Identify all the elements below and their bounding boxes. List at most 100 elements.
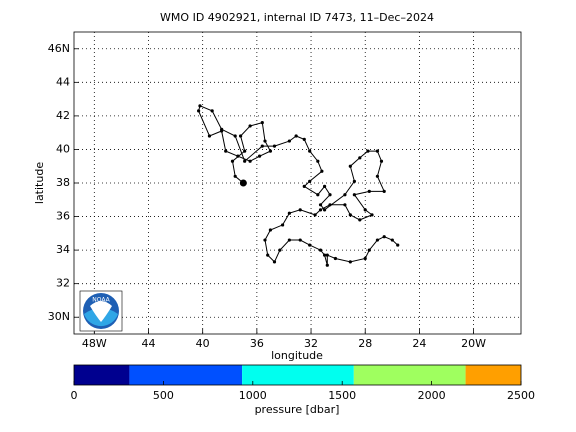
trajectory-point xyxy=(197,109,201,113)
colorbar-tick-label: 500 xyxy=(153,389,174,402)
x-tick-label: 36 xyxy=(250,337,264,350)
chart-title: WMO ID 4902921, internal ID 7473, 11–Dec… xyxy=(160,11,434,24)
trajectory-point xyxy=(333,256,338,261)
trajectory-point xyxy=(272,260,277,264)
trajectory-point xyxy=(322,253,327,257)
trajectory-point xyxy=(363,208,367,212)
colorbar-label: pressure [dbar] xyxy=(255,403,340,416)
trajectory-point xyxy=(358,156,362,160)
trajectory-point xyxy=(198,104,202,108)
plot-area xyxy=(73,31,522,335)
trajectory-point xyxy=(248,124,252,128)
trajectory-point xyxy=(325,253,329,257)
trajectory-point xyxy=(298,208,302,212)
y-tick-label: 34 xyxy=(56,243,70,256)
y-tick-label: 40 xyxy=(56,142,70,155)
trajectory-point xyxy=(328,203,332,207)
trajectory-point xyxy=(352,193,356,197)
colorbar-segment xyxy=(74,365,130,385)
trajectory-point xyxy=(348,260,352,264)
trajectory-point xyxy=(308,149,312,153)
trajectory-point xyxy=(396,243,400,247)
colorbar-tick-label: 1500 xyxy=(328,389,356,402)
trajectory-point xyxy=(207,134,212,138)
colorbar-frame xyxy=(73,364,522,386)
trajectory-point xyxy=(294,134,298,138)
trajectory-point xyxy=(322,184,327,188)
trajectory-point xyxy=(287,211,291,215)
trajectory-point xyxy=(243,149,247,153)
trajectory-point xyxy=(233,174,237,178)
x-tick-label: 28 xyxy=(358,337,372,350)
trajectory-point xyxy=(308,179,312,183)
trajectory-point xyxy=(375,174,380,178)
x-tick-label: 24 xyxy=(412,337,426,350)
y-tick-label: 44 xyxy=(56,75,70,88)
trajectory-point xyxy=(382,235,386,239)
trajectory-point xyxy=(316,159,320,163)
trajectory-point xyxy=(358,218,362,222)
trajectory-point xyxy=(348,213,352,217)
trajectory-point xyxy=(278,248,282,252)
trajectory-point xyxy=(328,193,332,197)
colorbar-segment xyxy=(465,365,521,385)
y-tick-label: 38 xyxy=(56,176,70,189)
trajectory-point xyxy=(343,193,347,197)
x-tick-label: 32 xyxy=(304,337,318,350)
trajectory-point xyxy=(375,149,380,153)
trajectory-point xyxy=(260,121,264,125)
x-tick-label: 20W xyxy=(461,337,486,350)
trajectory-point xyxy=(352,179,356,183)
trajectory-point xyxy=(239,179,247,187)
trajectory-point xyxy=(367,189,371,193)
colorbar-segment xyxy=(353,365,466,385)
y-axis-label: latitude xyxy=(33,162,46,204)
trajectory-point xyxy=(268,228,273,232)
x-tick-label: 48W xyxy=(82,337,107,350)
trajectory-point xyxy=(313,213,317,217)
trajectory-point xyxy=(230,159,235,163)
colorbar-segment xyxy=(242,365,354,385)
trajectory-point xyxy=(318,208,323,212)
trajectory-point xyxy=(287,238,291,242)
x-axis-label: longitude xyxy=(271,349,323,362)
trajectory-point xyxy=(316,193,320,197)
trajectory-point xyxy=(210,109,214,113)
colorbar-tick-label: 1000 xyxy=(239,389,267,402)
trajectory-point xyxy=(263,238,267,242)
trajectory-point xyxy=(298,238,302,242)
colorbar-segment xyxy=(129,365,243,385)
trajectory-point xyxy=(318,248,323,252)
trajectory-point xyxy=(370,213,374,217)
colorbar-tick-label: 2500 xyxy=(507,389,535,402)
logo-text: NOAA xyxy=(92,297,110,304)
trajectory-point xyxy=(260,144,264,148)
trajectory-point xyxy=(281,223,285,227)
y-tick-label: 46N xyxy=(48,42,70,55)
trajectory-point xyxy=(224,149,228,153)
noaa-logo: NOAA xyxy=(79,290,123,332)
trajectory-point xyxy=(220,127,224,131)
trajectory-line xyxy=(198,105,399,266)
x-tick-label: 40 xyxy=(196,337,210,350)
trajectory-point xyxy=(325,263,329,267)
trajectory-point xyxy=(302,137,306,141)
y-tick-label: 42 xyxy=(56,109,70,122)
trajectory-point xyxy=(363,256,367,261)
y-tick-label: 36 xyxy=(56,210,70,223)
trajectory-point xyxy=(266,253,270,257)
y-tick-label: 32 xyxy=(56,277,70,290)
trajectory-point xyxy=(367,248,371,252)
trajectory-point xyxy=(287,139,291,143)
trajectory-point xyxy=(233,134,237,138)
trajectory-point xyxy=(272,144,277,148)
trajectory-point xyxy=(263,139,267,143)
trajectory-point xyxy=(248,159,252,163)
trajectory-point xyxy=(236,154,240,158)
colorbar-tick-label: 0 xyxy=(71,389,78,402)
trajectory-point xyxy=(302,184,306,188)
trajectory-point xyxy=(382,189,386,193)
trajectory-point xyxy=(348,164,352,168)
colorbar-tick-label: 2000 xyxy=(418,389,446,402)
